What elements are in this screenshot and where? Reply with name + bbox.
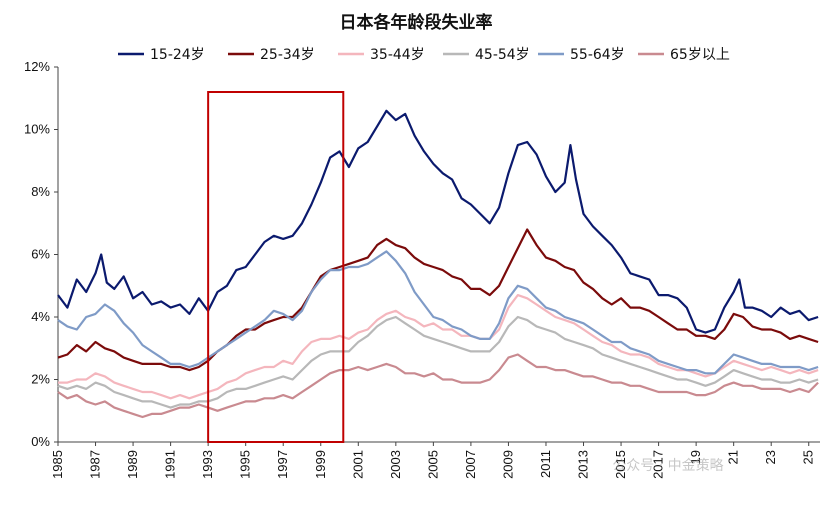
x-tick-label: 2009	[500, 450, 515, 479]
series-line-1	[57, 109, 819, 334]
chart-title: 日本各年龄段失业率	[340, 12, 493, 33]
x-tick-label: 2003	[388, 450, 403, 479]
chart-axes: 0% 2% 4% 6% 8% 10% 12% 1985 1987 1989 1991 1993 1995…	[24, 59, 820, 479]
watermark-text: 公众号 · 中金策略	[612, 457, 723, 474]
series-line-3	[58, 294, 819, 400]
y-tick-label: 8%	[31, 184, 50, 199]
y-tick-label: 6%	[31, 247, 50, 262]
x-tick-label: 21	[726, 450, 741, 464]
legend-label: 15-24岁	[150, 47, 205, 63]
series-line-5	[57, 250, 819, 375]
x-tick-label: 1989	[125, 450, 140, 479]
series-line-6	[57, 353, 819, 419]
legend-label: 45-54岁	[475, 47, 530, 63]
x-tick-label: 1997	[275, 450, 290, 479]
y-tick-label: 10%	[24, 122, 50, 137]
legend-label: 35-44岁	[370, 47, 425, 63]
y-tick-label: 2%	[31, 372, 50, 387]
y-tick-label: 0%	[31, 434, 50, 449]
x-tick-label: 2015	[613, 450, 628, 479]
chart-series	[57, 109, 819, 419]
x-tick-label: 2001	[350, 450, 365, 479]
x-tick-label: 23	[763, 450, 778, 464]
x-tick-label: 1985	[50, 450, 65, 479]
x-tick-label: 2017	[651, 450, 666, 479]
series-line-2	[57, 228, 819, 372]
x-tick-label: 1993	[200, 450, 215, 479]
x-tick-label: 1987	[88, 450, 103, 479]
legend-label: 55-64岁	[570, 47, 625, 63]
legend-label: 25-34岁	[260, 47, 315, 63]
series-line-4	[57, 315, 819, 409]
x-tick-label: 19	[688, 450, 703, 464]
x-tick-label: 2007	[463, 450, 478, 479]
y-tick-label: 4%	[31, 309, 50, 324]
highlight-box	[207, 91, 345, 443]
x-tick-label: 25	[801, 450, 816, 464]
y-tick-label: 12%	[24, 59, 50, 74]
x-tick-label: 1991	[163, 450, 178, 479]
x-tick-label: 1995	[238, 450, 253, 479]
x-tick-label: 1999	[313, 450, 328, 479]
x-tick-label: 2013	[576, 450, 591, 479]
x-tick-label: 2011	[538, 450, 553, 478]
legend-label: 65岁以上	[670, 47, 730, 63]
chart-legend: 15-24岁 25-34岁 35-44岁 45-54岁 55-64岁 65岁以上	[118, 47, 730, 63]
chart-overlay	[207, 91, 345, 443]
x-tick-label: 2005	[425, 450, 440, 479]
